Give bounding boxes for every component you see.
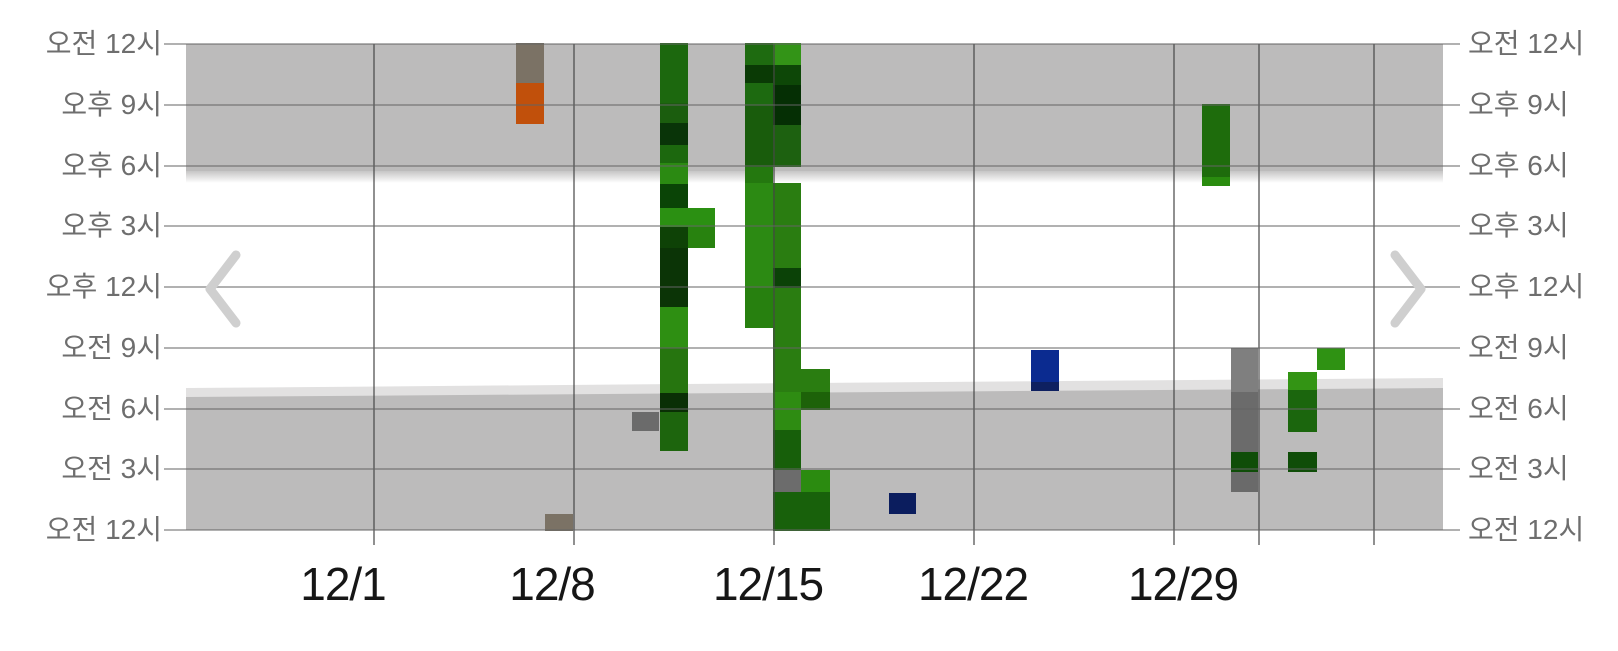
activity-block[interactable] bbox=[1288, 452, 1317, 472]
activity-block[interactable] bbox=[660, 393, 688, 412]
activity-block[interactable] bbox=[545, 514, 573, 531]
activity-block[interactable] bbox=[660, 163, 688, 184]
x-axis-label: 12/1 bbox=[300, 558, 387, 610]
activity-block[interactable] bbox=[660, 103, 688, 123]
activity-block[interactable] bbox=[773, 288, 801, 392]
gridline-horizontal bbox=[164, 346, 1460, 349]
activity-block[interactable] bbox=[660, 227, 688, 248]
gridline-horizontal bbox=[164, 529, 1460, 531]
gridline-horizontal bbox=[164, 407, 1460, 410]
gridline-vertical bbox=[772, 44, 775, 545]
activity-block[interactable] bbox=[660, 145, 688, 163]
next-period-button[interactable] bbox=[1383, 248, 1431, 330]
y-axis-label-right: 오전 3시 bbox=[1468, 453, 1569, 485]
activity-block[interactable] bbox=[688, 227, 715, 248]
activity-block[interactable] bbox=[801, 470, 830, 492]
y-axis-label-right: 오후 9시 bbox=[1468, 88, 1569, 120]
activity-block[interactable] bbox=[660, 412, 688, 451]
gridline-horizontal bbox=[164, 225, 1460, 228]
activity-block[interactable] bbox=[660, 123, 688, 145]
activity-block[interactable] bbox=[745, 167, 773, 183]
activity-block[interactable] bbox=[516, 83, 544, 124]
previous-period-button[interactable] bbox=[200, 248, 248, 330]
gridline-horizontal bbox=[164, 103, 1460, 106]
activity-block[interactable] bbox=[660, 43, 688, 103]
chevron-right-icon bbox=[1390, 250, 1426, 328]
gridline-vertical bbox=[1172, 44, 1175, 545]
shade-band-evening bbox=[186, 44, 1443, 171]
activity-block[interactable] bbox=[773, 492, 830, 531]
activity-block[interactable] bbox=[745, 65, 773, 83]
activity-block[interactable] bbox=[660, 348, 688, 393]
activity-block[interactable] bbox=[688, 208, 715, 227]
activity-block[interactable] bbox=[773, 470, 801, 492]
y-axis-label-right: 오후 12시 bbox=[1468, 271, 1585, 302]
y-axis-label-right: 오후 6시 bbox=[1468, 149, 1569, 181]
y-axis-label-left: 오전 3시 bbox=[61, 453, 162, 485]
activity-block[interactable] bbox=[801, 369, 830, 392]
gridline-horizontal bbox=[164, 286, 1460, 288]
activity-block[interactable] bbox=[773, 125, 801, 167]
activity-block[interactable] bbox=[1288, 390, 1317, 432]
y-axis-label-left: 오후 9시 bbox=[61, 88, 162, 120]
shade-band-evening-fade bbox=[186, 171, 1443, 183]
activity-block[interactable] bbox=[745, 43, 773, 65]
activity-block[interactable] bbox=[1231, 452, 1258, 472]
activity-block[interactable] bbox=[745, 183, 773, 288]
activity-block[interactable] bbox=[889, 493, 916, 514]
gridline-vertical bbox=[572, 44, 575, 545]
x-axis-label: 12/29 bbox=[1127, 558, 1239, 610]
activity-block[interactable] bbox=[773, 43, 801, 65]
activity-block[interactable] bbox=[660, 208, 688, 227]
y-axis-label-left: 오후 6시 bbox=[61, 149, 162, 181]
activity-block[interactable] bbox=[773, 268, 801, 288]
activity-block[interactable] bbox=[1231, 392, 1258, 452]
activity-block[interactable] bbox=[745, 105, 773, 167]
activity-block[interactable] bbox=[1231, 348, 1258, 392]
activity-block[interactable] bbox=[1288, 372, 1317, 390]
activity-block[interactable] bbox=[745, 288, 773, 328]
gridline-vertical bbox=[372, 44, 375, 545]
y-axis-label-right: 오전 6시 bbox=[1468, 392, 1569, 424]
activity-block[interactable] bbox=[773, 65, 801, 85]
gridline-horizontal bbox=[164, 164, 1460, 167]
activity-block[interactable] bbox=[773, 430, 801, 470]
gridline-horizontal bbox=[164, 43, 1460, 45]
activity-block[interactable] bbox=[516, 43, 544, 83]
activity-block[interactable] bbox=[660, 248, 688, 307]
gridline-vertical bbox=[1258, 44, 1260, 545]
y-axis-label-left: 오전 12시 bbox=[45, 514, 162, 545]
activity-block[interactable] bbox=[1202, 177, 1230, 186]
activity-block[interactable] bbox=[1317, 348, 1345, 370]
y-axis-label-left: 오전 12시 bbox=[45, 28, 162, 59]
y-axis-label-right: 오전 12시 bbox=[1468, 514, 1585, 545]
activity-block[interactable] bbox=[1031, 350, 1059, 382]
y-axis-label-left: 오후 3시 bbox=[61, 210, 162, 242]
activity-block[interactable] bbox=[1231, 472, 1258, 492]
activity-block[interactable] bbox=[632, 412, 659, 431]
y-axis-label-right: 오후 3시 bbox=[1468, 210, 1569, 242]
x-axis-label: 12/8 bbox=[509, 558, 596, 610]
y-axis-label-right: 오전 9시 bbox=[1468, 331, 1569, 363]
activity-block[interactable] bbox=[660, 307, 688, 348]
activity-block[interactable] bbox=[660, 184, 688, 208]
gridline-vertical bbox=[1372, 44, 1375, 545]
gridline-horizontal bbox=[164, 468, 1460, 471]
gridline-vertical bbox=[972, 44, 975, 545]
activity-block[interactable] bbox=[773, 392, 801, 430]
x-axis-label: 12/15 bbox=[712, 558, 824, 610]
x-axis-label: 12/22 bbox=[917, 558, 1029, 610]
y-axis-label-left: 오전 9시 bbox=[61, 331, 162, 363]
y-axis-label-left: 오전 6시 bbox=[61, 392, 162, 424]
activity-block[interactable] bbox=[1031, 382, 1059, 391]
activity-block[interactable] bbox=[801, 392, 830, 410]
y-axis-label-right: 오전 12시 bbox=[1468, 28, 1585, 59]
chevron-left-icon bbox=[205, 250, 241, 328]
y-axis-label-left: 오후 12시 bbox=[45, 271, 162, 302]
activity-block[interactable] bbox=[745, 83, 773, 105]
